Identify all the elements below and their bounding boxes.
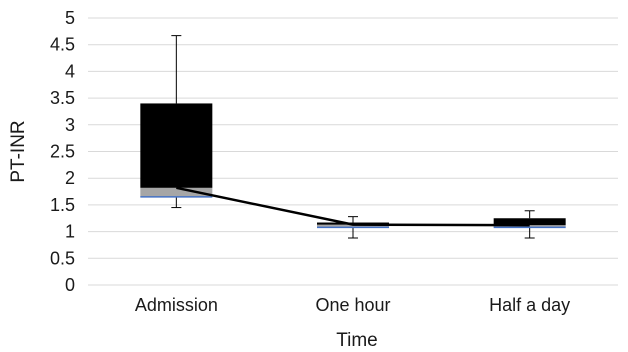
lower-box-0 — [140, 187, 213, 197]
y-tick-label-2: 1 — [65, 222, 75, 242]
y-tick-label-1: 0.5 — [50, 248, 75, 268]
x-axis-ticks: Admission One hour Half a day — [135, 295, 570, 315]
box-0 — [140, 35, 213, 209]
y-axis-title: PT-INR — [8, 120, 29, 182]
y-tick-label-5: 2.5 — [50, 142, 75, 162]
x-tick-label-1: One hour — [315, 295, 390, 315]
x-tick-label-0: Admission — [135, 295, 218, 315]
lower-box-1 — [317, 224, 389, 228]
y-tick-label-0: 0 — [65, 275, 75, 295]
box-2 — [493, 210, 566, 239]
y-tick-label-4: 2 — [65, 168, 75, 188]
y-axis-ticks: 0 0.5 1 1.5 2 2.5 3 3.5 4 4.5 5 — [50, 8, 75, 295]
upper-box-2 — [493, 218, 566, 226]
boxes — [140, 35, 566, 239]
median-trend — [176, 186, 530, 227]
median-line — [176, 186, 530, 227]
y-tick-label-7: 3.5 — [50, 88, 75, 108]
y-tick-label-10: 5 — [65, 8, 75, 28]
y-tick-label-8: 4 — [65, 61, 75, 81]
upper-box-0 — [140, 103, 213, 188]
x-tick-label-2: Half a day — [489, 295, 570, 315]
lower-box-2 — [493, 225, 566, 228]
y-tick-label-6: 3 — [65, 115, 75, 135]
y-tick-label-9: 4.5 — [50, 35, 75, 55]
x-axis-title: Time — [336, 330, 378, 351]
y-tick-label-3: 1.5 — [50, 195, 75, 215]
